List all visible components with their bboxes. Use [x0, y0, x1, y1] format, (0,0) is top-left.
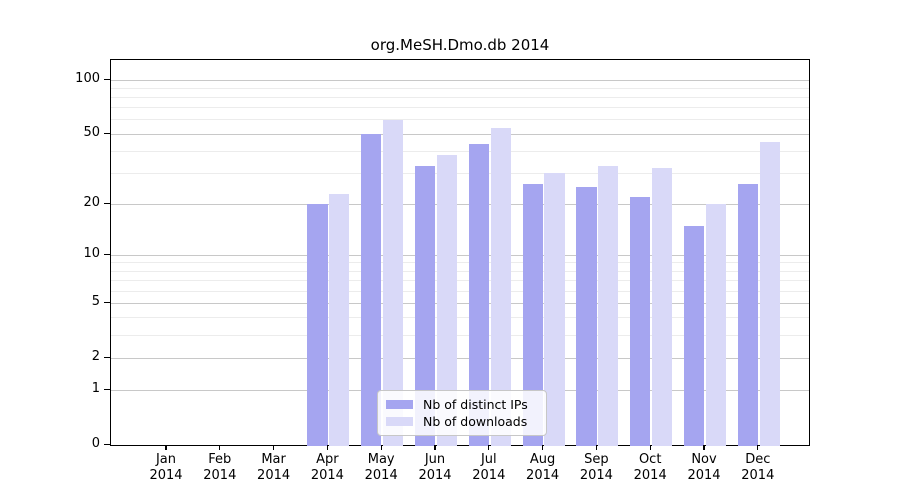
minor-gridline: [111, 87, 809, 89]
bar-distinct-ips: [576, 187, 597, 446]
minor-gridline: [111, 96, 809, 98]
x-tick-label: Nov 2014: [687, 452, 721, 483]
y-tick-label: 50: [83, 125, 100, 141]
legend-label-distinct-ips: Nb of distinct IPs: [423, 397, 528, 412]
y-tick-mark: [104, 388, 110, 390]
bar-downloads: [329, 193, 350, 446]
legend-label-downloads: Nb of downloads: [423, 414, 528, 429]
y-tick-mark: [104, 202, 110, 204]
legend: Nb of distinct IPs Nb of downloads: [377, 390, 547, 436]
bar-downloads: [544, 173, 565, 446]
x-tick-mark: [434, 445, 436, 450]
x-tick-label: Jan 2014: [149, 452, 183, 483]
bar-distinct-ips: [361, 134, 382, 446]
major-gridline: [111, 203, 809, 205]
bar-distinct-ips: [415, 166, 436, 446]
minor-gridline: [111, 119, 809, 121]
y-tick-mark: [104, 301, 110, 304]
legend-item-downloads: Nb of downloads: [386, 413, 538, 430]
minor-gridline: [111, 262, 809, 264]
bar-downloads: [705, 204, 726, 446]
bar-distinct-ips: [630, 197, 651, 446]
legend-swatch-distinct-ips: [386, 400, 413, 409]
bar-distinct-ips: [522, 184, 543, 446]
bar-downloads: [383, 119, 404, 446]
x-tick-mark: [380, 445, 382, 450]
y-tick-label: 5: [91, 294, 100, 310]
x-tick-mark: [219, 445, 221, 450]
x-tick-label: Jun 2014: [418, 452, 452, 483]
legend-item-distinct-ips: Nb of distinct IPs: [386, 396, 538, 413]
x-tick-mark: [757, 445, 759, 450]
y-tick-mark: [104, 356, 110, 358]
y-tick-label: 100: [75, 71, 100, 86]
x-tick-label: Jul 2014: [472, 452, 506, 483]
bar-downloads: [490, 128, 511, 446]
y-tick-mark: [104, 78, 110, 80]
x-tick-label: Apr 2014: [310, 452, 344, 483]
y-tick-mark: [104, 132, 110, 134]
x-tick-label: Aug 2014: [526, 452, 560, 483]
bar-downloads: [652, 168, 673, 446]
major-gridline: [111, 302, 809, 304]
minor-gridline: [111, 270, 809, 272]
y-tick-label: 20: [83, 195, 100, 211]
major-gridline: [111, 133, 809, 135]
bar-downloads: [436, 155, 457, 446]
plot-area: Nb of distinct IPs Nb of downloads: [110, 59, 810, 446]
x-tick-mark: [595, 445, 598, 450]
bar-downloads: [759, 142, 780, 446]
chart-title: org.MeSH.Dmo.db 2014: [370, 36, 550, 54]
bar-distinct-ips: [468, 143, 489, 446]
bar-distinct-ips: [307, 204, 328, 446]
minor-gridline: [111, 334, 809, 336]
bar-distinct-ips: [737, 184, 758, 446]
minor-gridline: [111, 172, 809, 174]
bar-distinct-ips: [684, 225, 705, 446]
x-tick-mark: [542, 445, 544, 450]
minor-gridline: [111, 280, 809, 282]
y-tick-mark: [104, 253, 110, 256]
x-tick-mark: [488, 445, 490, 450]
major-gridline: [111, 254, 809, 256]
major-gridline: [111, 79, 809, 81]
x-tick-mark: [165, 445, 167, 450]
minor-gridline: [111, 107, 809, 109]
x-tick-label: Feb 2014: [203, 452, 237, 483]
y-tick-label: 1: [91, 381, 100, 397]
legend-swatch-downloads: [386, 417, 413, 426]
x-tick-label: Sep 2014: [579, 452, 613, 483]
x-tick-label: May 2014: [364, 452, 398, 483]
x-tick-mark: [326, 445, 329, 450]
x-tick-label: Mar 2014: [257, 452, 291, 483]
bar-downloads: [598, 166, 619, 446]
y-tick-label: 10: [83, 246, 100, 262]
x-tick-label: Oct 2014: [633, 452, 667, 483]
y-tick-mark: [104, 443, 110, 445]
minor-gridline: [111, 150, 809, 152]
minor-gridline: [111, 290, 809, 292]
x-tick-label: Dec 2014: [741, 452, 775, 483]
minor-gridline: [111, 317, 809, 319]
x-tick-mark: [273, 445, 275, 450]
x-tick-mark: [649, 445, 651, 450]
x-tick-mark: [703, 445, 705, 450]
y-tick-label: 0: [91, 436, 100, 451]
major-gridline: [111, 357, 809, 359]
y-tick-label: 2: [91, 349, 100, 365]
